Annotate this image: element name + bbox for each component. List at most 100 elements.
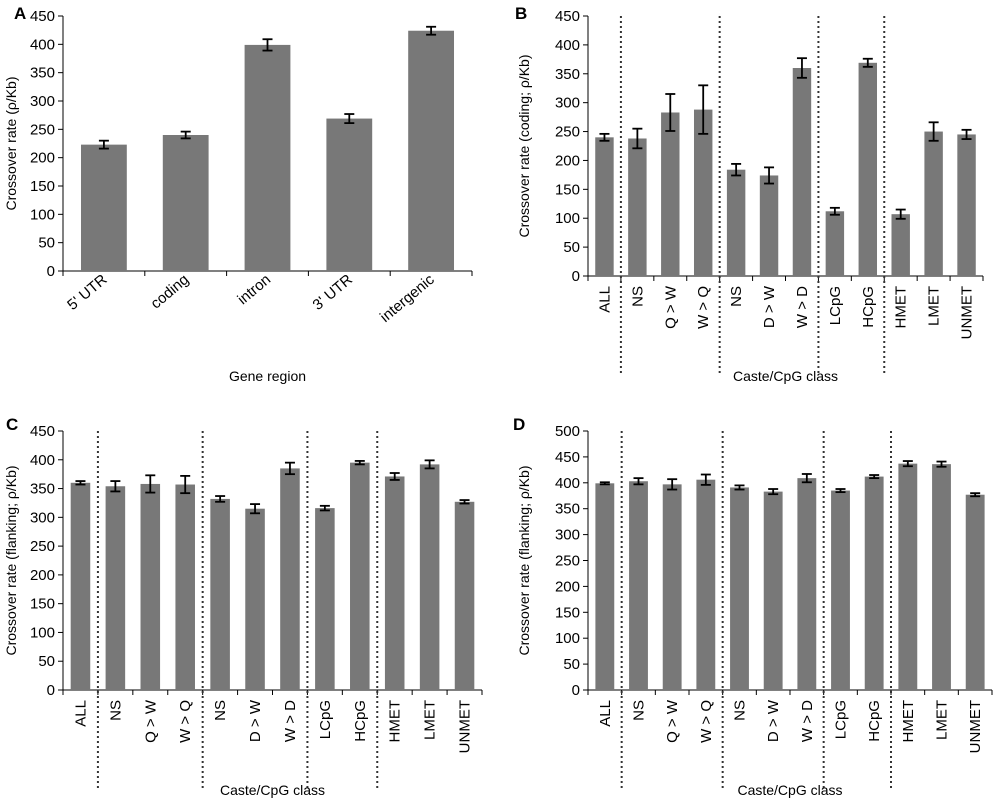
error-bar (829, 206, 840, 216)
y-tick-label: 400 (555, 37, 580, 54)
y-tick-label: 250 (30, 538, 55, 555)
bar (315, 508, 335, 690)
category-label: HMET (893, 286, 910, 329)
category-label: ALL (596, 286, 613, 313)
y-tick-label: 300 (555, 527, 580, 544)
y-tick-label: 0 (47, 263, 55, 280)
error-bar (633, 477, 644, 486)
error-bar (354, 460, 365, 466)
category-label: 3' UTR (310, 271, 356, 314)
y-tick-label: 450 (30, 423, 55, 440)
bar (662, 484, 682, 690)
y-tick-label: 450 (555, 449, 580, 466)
y-axis-title: Crossover rate (flanking; ρ/Kb) (516, 465, 532, 655)
x-axis-title: Caste/CpG class (733, 368, 838, 384)
category-label: ALL (72, 700, 89, 727)
error-bar (801, 473, 812, 484)
category-label: D > W (761, 285, 778, 328)
y-tick-label: 350 (555, 66, 580, 83)
y-tick-label: 100 (30, 624, 55, 641)
y-tick-label: 100 (555, 210, 580, 227)
bar (957, 134, 976, 276)
category-label: UNMET (457, 700, 474, 753)
y-tick-label: 250 (30, 121, 55, 138)
category-label: UNMET (967, 700, 984, 753)
error-bar (667, 478, 678, 491)
bar (80, 144, 127, 271)
error-bar (768, 488, 779, 496)
error-bar (665, 93, 676, 132)
bar (864, 476, 884, 690)
error-bar (75, 480, 86, 486)
category-label: NS (629, 286, 646, 307)
category-label: ALL (597, 700, 614, 727)
bar (693, 109, 713, 276)
bar (384, 476, 405, 690)
category-label: HCpG (860, 286, 877, 328)
panel-label: A (14, 4, 26, 23)
error-bar (835, 488, 846, 494)
y-tick-label: 0 (47, 682, 55, 699)
error-bar (319, 504, 330, 512)
y-axis-title: Crossover rate (ρ/Kb) (3, 77, 19, 211)
error-bar (98, 139, 109, 150)
error-bar (389, 472, 400, 481)
y-tick-label: 350 (30, 481, 55, 498)
y-tick-label: 250 (555, 124, 580, 141)
bar (280, 468, 300, 690)
bar (326, 118, 373, 271)
error-bar (936, 460, 947, 468)
y-tick-label: 100 (555, 630, 580, 647)
panel-c: C 0 50 100 150 200 250 300 350 400 450 ALL NS Q > W W … (3, 415, 483, 798)
error-bar (284, 461, 295, 476)
error-bar (928, 121, 939, 142)
category-label: LMET (926, 286, 943, 326)
bar (175, 484, 195, 690)
category-label: LMET (422, 700, 439, 740)
category-label: HCpG (352, 700, 369, 742)
y-tick-label: 300 (30, 93, 55, 110)
y-tick-label: 200 (555, 578, 580, 595)
error-bar (250, 503, 261, 515)
bar (825, 211, 845, 276)
bar (140, 483, 161, 690)
category-label: HMET (387, 700, 404, 743)
y-tick-label: 400 (555, 475, 580, 492)
y-tick-label: 250 (555, 553, 580, 570)
y-tick-label: 200 (555, 152, 580, 169)
error-bar (698, 84, 709, 135)
category-label: NS (107, 700, 124, 721)
error-bar (764, 166, 775, 185)
category-label: W > Q (698, 700, 715, 743)
error-bar (180, 474, 191, 495)
bar (105, 486, 126, 690)
category-label: Q > W (662, 285, 679, 329)
bar (210, 498, 230, 690)
bar (891, 214, 910, 276)
x-axis-title: Caste/CpG class (220, 782, 325, 798)
error-bar (970, 492, 981, 498)
category-label: intergenic (377, 271, 438, 326)
y-tick-label: 50 (563, 239, 580, 256)
bar (763, 491, 783, 690)
bar (244, 44, 291, 272)
bar (595, 483, 615, 690)
category-label: Q > W (142, 699, 159, 743)
y-tick-label: 350 (30, 65, 55, 82)
category-label: intron (234, 271, 274, 308)
error-bar (862, 57, 873, 68)
category-label: HMET (900, 700, 917, 743)
category-label: HCpG (866, 700, 883, 742)
bar (162, 135, 209, 271)
bar (70, 482, 91, 690)
bar (831, 490, 850, 690)
error-bar (632, 127, 643, 150)
panel-d: D 0 50 100 150 200 250 300 350 400 450 500 ALL NS Q > … (513, 415, 993, 798)
bar (454, 501, 475, 690)
category-label: D > W (247, 699, 264, 742)
panel-label: B (515, 4, 527, 23)
y-tick-label: 100 (30, 206, 55, 223)
y-tick-label: 500 (555, 423, 580, 440)
category-label: 5' UTR (64, 271, 110, 314)
category-label: LCpG (827, 286, 844, 325)
